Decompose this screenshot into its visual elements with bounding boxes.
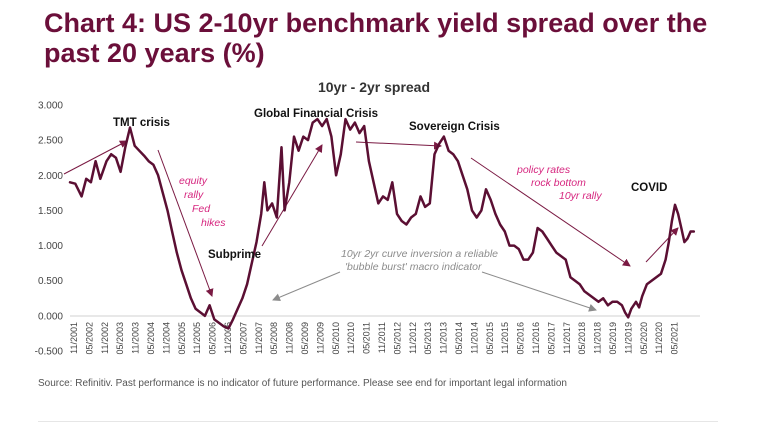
x-tick-label: 05/2016	[516, 322, 526, 355]
x-tick-label: 11/2017	[562, 322, 572, 354]
x-tick-label: 05/2012	[392, 322, 402, 355]
x-tick-label: 11/2007	[254, 322, 264, 354]
inversion-note-line: 'bubble burst' macro indicator	[345, 261, 482, 273]
y-axis: 3.000 2.500 2.000 1.500 1.000 0.500 0.000 -0.50…	[35, 101, 64, 358]
inversion-note-line: 10yr 2yr curve inversion a reliable	[341, 248, 498, 260]
subprime-trend-arrow	[261, 144, 323, 247]
policy-rates-arrow	[470, 157, 631, 267]
x-tick-label: 11/2015	[500, 322, 510, 354]
equity-note-line: rally	[184, 189, 204, 201]
equity-note-line: equity	[179, 175, 208, 187]
y-tick-label: 1.500	[38, 206, 63, 217]
source-note: Source: Refinitiv. Past performance is n…	[38, 378, 567, 389]
y-tick-label: -0.500	[35, 347, 64, 358]
inversion-arrow-left	[272, 271, 341, 301]
x-tick-label: 05/2015	[485, 322, 495, 355]
x-tick-label: 05/2010	[331, 322, 341, 355]
footer-divider	[38, 421, 718, 422]
x-tick-label: 11/2002	[100, 322, 110, 354]
x-tick-label: 11/2005	[192, 322, 202, 354]
x-tick-label: 05/2008	[269, 322, 279, 355]
x-tick-label: 05/2018	[577, 322, 587, 355]
covid-label: COVID	[631, 182, 667, 194]
equity-rally-note: equity rally Fed hikes	[179, 175, 226, 229]
x-tick-label: 11/2010	[346, 322, 356, 354]
y-tick-label: 2.000	[38, 171, 63, 182]
sovereign-crisis-label: Sovereign Crisis	[409, 121, 500, 133]
x-tick-label: 11/2020	[654, 322, 664, 354]
y-tick-label: 1.000	[38, 241, 63, 252]
x-tick-label: 05/2004	[146, 322, 156, 355]
x-tick-label: 05/2014	[454, 322, 464, 355]
x-tick-label: 05/2007	[238, 322, 248, 355]
inversion-arrow-right	[481, 271, 597, 312]
x-tick-label: 11/2001	[69, 322, 79, 354]
y-tick-label: 3.000	[38, 101, 63, 112]
x-tick-label: 05/2002	[84, 322, 94, 355]
equity-note-line: hikes	[201, 217, 226, 229]
subprime-label: Subprime	[208, 249, 261, 261]
x-tick-label: 11/2018	[593, 322, 603, 354]
x-tick-label: 05/2009	[300, 322, 310, 355]
x-tick-label: 05/2021	[670, 322, 680, 355]
x-tick-label: 11/2008	[285, 322, 295, 354]
x-tick-label: 11/2006	[223, 322, 233, 354]
x-tick-label: 11/2012	[408, 322, 418, 354]
x-tick-label: 11/2011	[377, 322, 387, 353]
x-tick-label: 05/2019	[608, 322, 618, 355]
y-tick-label: 0.000	[38, 311, 63, 322]
x-tick-label: 05/2013	[423, 322, 433, 355]
x-tick-label: 05/2003	[115, 322, 125, 355]
page-title: Chart 4: US 2-10yr benchmark yield sprea…	[44, 8, 708, 68]
gfc-to-sovereign-arrow	[355, 141, 442, 150]
equity-rally-arrow	[157, 149, 214, 297]
tmt-trend-arrow	[63, 140, 128, 175]
x-axis: 11/2001 05/2002 11/2002 05/2003 11/2003 05/20…	[69, 322, 680, 355]
policy-rates-note: policy rates rock bottom 10yr rally	[516, 164, 602, 202]
inversion-note: 10yr 2yr curve inversion a reliable 'bub…	[341, 248, 498, 273]
spread-series-line	[68, 117, 696, 330]
x-tick-label: 05/2020	[639, 322, 649, 355]
policy-note-line: policy rates	[516, 164, 571, 176]
x-tick-label: 11/2009	[315, 322, 325, 354]
gfc-label: Global Financial Crisis	[254, 108, 378, 120]
x-tick-label: 11/2019	[623, 322, 633, 354]
x-tick-label: 05/2005	[177, 322, 187, 355]
policy-note-line: 10yr rally	[559, 190, 602, 202]
x-tick-label: 11/2003	[131, 322, 141, 354]
x-tick-label: 11/2004	[161, 322, 171, 354]
y-tick-label: 0.500	[38, 276, 63, 287]
chart-title: 10yr - 2yr spread	[318, 79, 430, 95]
equity-note-line: Fed	[192, 203, 211, 215]
covid-trend-arrow	[645, 227, 679, 263]
policy-note-line: rock bottom	[531, 177, 586, 189]
x-tick-label: 05/2011	[362, 322, 372, 354]
tmt-crisis-label: TMT crisis	[113, 117, 170, 129]
y-tick-label: 2.500	[38, 136, 63, 147]
x-tick-label: 05/2017	[546, 322, 556, 355]
x-tick-label: 11/2014	[469, 322, 479, 354]
x-tick-label: 11/2013	[439, 322, 449, 354]
x-tick-label: 11/2016	[531, 322, 541, 354]
x-tick-label: 05/2006	[208, 322, 218, 355]
